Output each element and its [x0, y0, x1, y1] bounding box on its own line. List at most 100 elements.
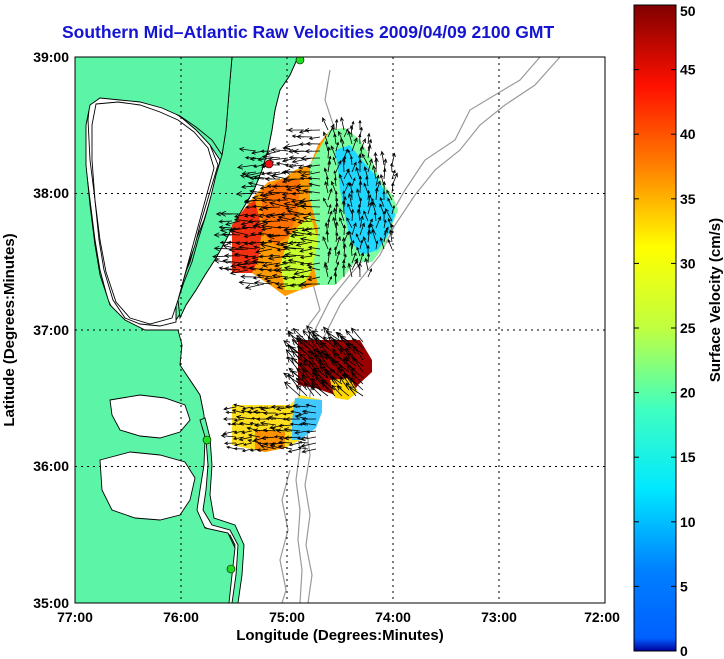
- velocity-arrow: [308, 252, 321, 257]
- velocity-arrow: [252, 224, 265, 229]
- velocity-arrow: [305, 141, 321, 146]
- velocity-arrow: [283, 226, 305, 233]
- velocity-arrow: [307, 231, 321, 236]
- velocity-arrow: [384, 208, 393, 222]
- velocity-arrow: [273, 262, 289, 268]
- velocity-arrow: [387, 197, 393, 208]
- velocity-arrow: [258, 254, 273, 259]
- velocity-arrow: [335, 141, 340, 152]
- velocity-arrow: [312, 348, 329, 361]
- velocity-arrow: [386, 189, 393, 201]
- velocity-arrow: [291, 157, 313, 164]
- velocity-arrow: [242, 406, 253, 410]
- velocity-arrow: [335, 235, 341, 250]
- velocity-arrow: [334, 246, 337, 257]
- velocity-arrow: [256, 417, 269, 421]
- velocity-arrow: [295, 241, 313, 247]
- velocity-arrow: [253, 423, 269, 428]
- velocity-arrow: [292, 327, 308, 343]
- y-axis: 39:00 38:00 37:00 36:00 35:00 Latitude (…: [1, 49, 69, 611]
- velocity-arrow: [325, 230, 330, 243]
- velocity-arrow: [228, 246, 249, 253]
- velocity-arrow: [349, 155, 353, 166]
- velocity-arrow: [390, 162, 394, 173]
- velocity-arrow: [301, 416, 317, 422]
- velocity-arrow: [307, 176, 321, 181]
- velocity-arrow: [299, 203, 321, 210]
- velocity-arrow: [391, 181, 395, 194]
- velocity-arrow: [244, 283, 265, 290]
- velocity-arrow: [267, 415, 285, 421]
- velocity-arrow: [287, 448, 301, 453]
- y-tick-label: 37:00: [33, 322, 69, 338]
- velocity-arrow: [305, 403, 317, 408]
- velocity-arrow: [350, 208, 355, 222]
- velocity-arrow: [359, 252, 364, 264]
- velocity-arrow: [334, 221, 339, 236]
- velocity-arrow: [289, 422, 301, 426]
- velocity-arrow: [349, 241, 354, 257]
- velocity-arrow: [334, 118, 339, 131]
- velocity-arrow: [295, 183, 313, 189]
- velocity-arrow: [242, 442, 253, 446]
- velocity-arrow: [247, 218, 265, 224]
- velocity-arrow: [358, 119, 362, 130]
- velocity-arrow: [233, 442, 245, 447]
- velocity-arrow: [298, 353, 315, 367]
- velocity-arrow: [252, 276, 265, 280]
- velocity-arrow: [249, 156, 265, 161]
- velocity-arrow: [348, 386, 364, 397]
- velocity-arrow: [235, 261, 257, 268]
- velocity-arrow: [277, 444, 293, 450]
- velocity-arrow: [350, 189, 354, 201]
- velocity-arrow: [290, 370, 308, 385]
- y-tick-label: 36:00: [33, 458, 69, 474]
- velocity-arrow: [247, 433, 261, 438]
- velocity-arrow: [366, 189, 371, 201]
- velocity-arrow: [268, 201, 289, 208]
- velocity-arrow: [371, 201, 377, 215]
- velocity-arrow: [290, 410, 301, 414]
- velocity-arrow: [379, 236, 385, 250]
- velocity-arrow: [267, 239, 281, 244]
- colorbar-ticks: 0 5 10 15 20 25 30 35 40 45 50: [634, 3, 696, 659]
- velocity-arrow: [335, 232, 339, 243]
- velocity-arrow: [343, 181, 350, 194]
- velocity-arrow: [237, 164, 257, 170]
- velocity-arrow: [233, 217, 249, 222]
- velocity-arrow: [281, 196, 297, 201]
- velocity-arrow: [284, 404, 301, 409]
- velocity-arrow: [258, 213, 273, 218]
- velocity-arrow: [304, 382, 315, 397]
- velocity-arrow: [277, 440, 293, 445]
- velocity-arrow: [222, 417, 236, 421]
- velocity-arrow: [241, 225, 257, 230]
- velocity-arrow: [247, 181, 265, 187]
- station-marker: [264, 159, 274, 169]
- velocity-arrow: [351, 161, 357, 173]
- velocity-arrow: [263, 276, 281, 281]
- velocity-arrow: [300, 442, 317, 448]
- velocity-arrow: [347, 168, 353, 180]
- velocity-arrow: [241, 430, 253, 435]
- velocity-arrow: [287, 258, 305, 264]
- velocity-arrow: [265, 150, 281, 156]
- velocity-arrow: [308, 182, 321, 187]
- velocity-arrow: [333, 133, 337, 145]
- y-tick-label: 39:00: [33, 49, 69, 65]
- velocity-arrow: [297, 446, 309, 450]
- velocity-arrow: [238, 280, 257, 286]
- velocity-arrow: [243, 198, 265, 204]
- velocity-arrow: [262, 192, 281, 198]
- velocity-arrow: [301, 227, 313, 232]
- velocity-arrow: [233, 213, 249, 219]
- velocity-arrow: [339, 376, 350, 391]
- velocity-arrow: [275, 428, 293, 434]
- velocity-arrow: [331, 384, 343, 397]
- velocity-arrow: [371, 197, 377, 208]
- velocity-arrow: [339, 137, 345, 152]
- y-tick-label: 38:00: [33, 185, 69, 201]
- velocity-arrow: [342, 243, 347, 257]
- velocity-arrow: [286, 209, 305, 215]
- velocity-vectors: [212, 116, 398, 454]
